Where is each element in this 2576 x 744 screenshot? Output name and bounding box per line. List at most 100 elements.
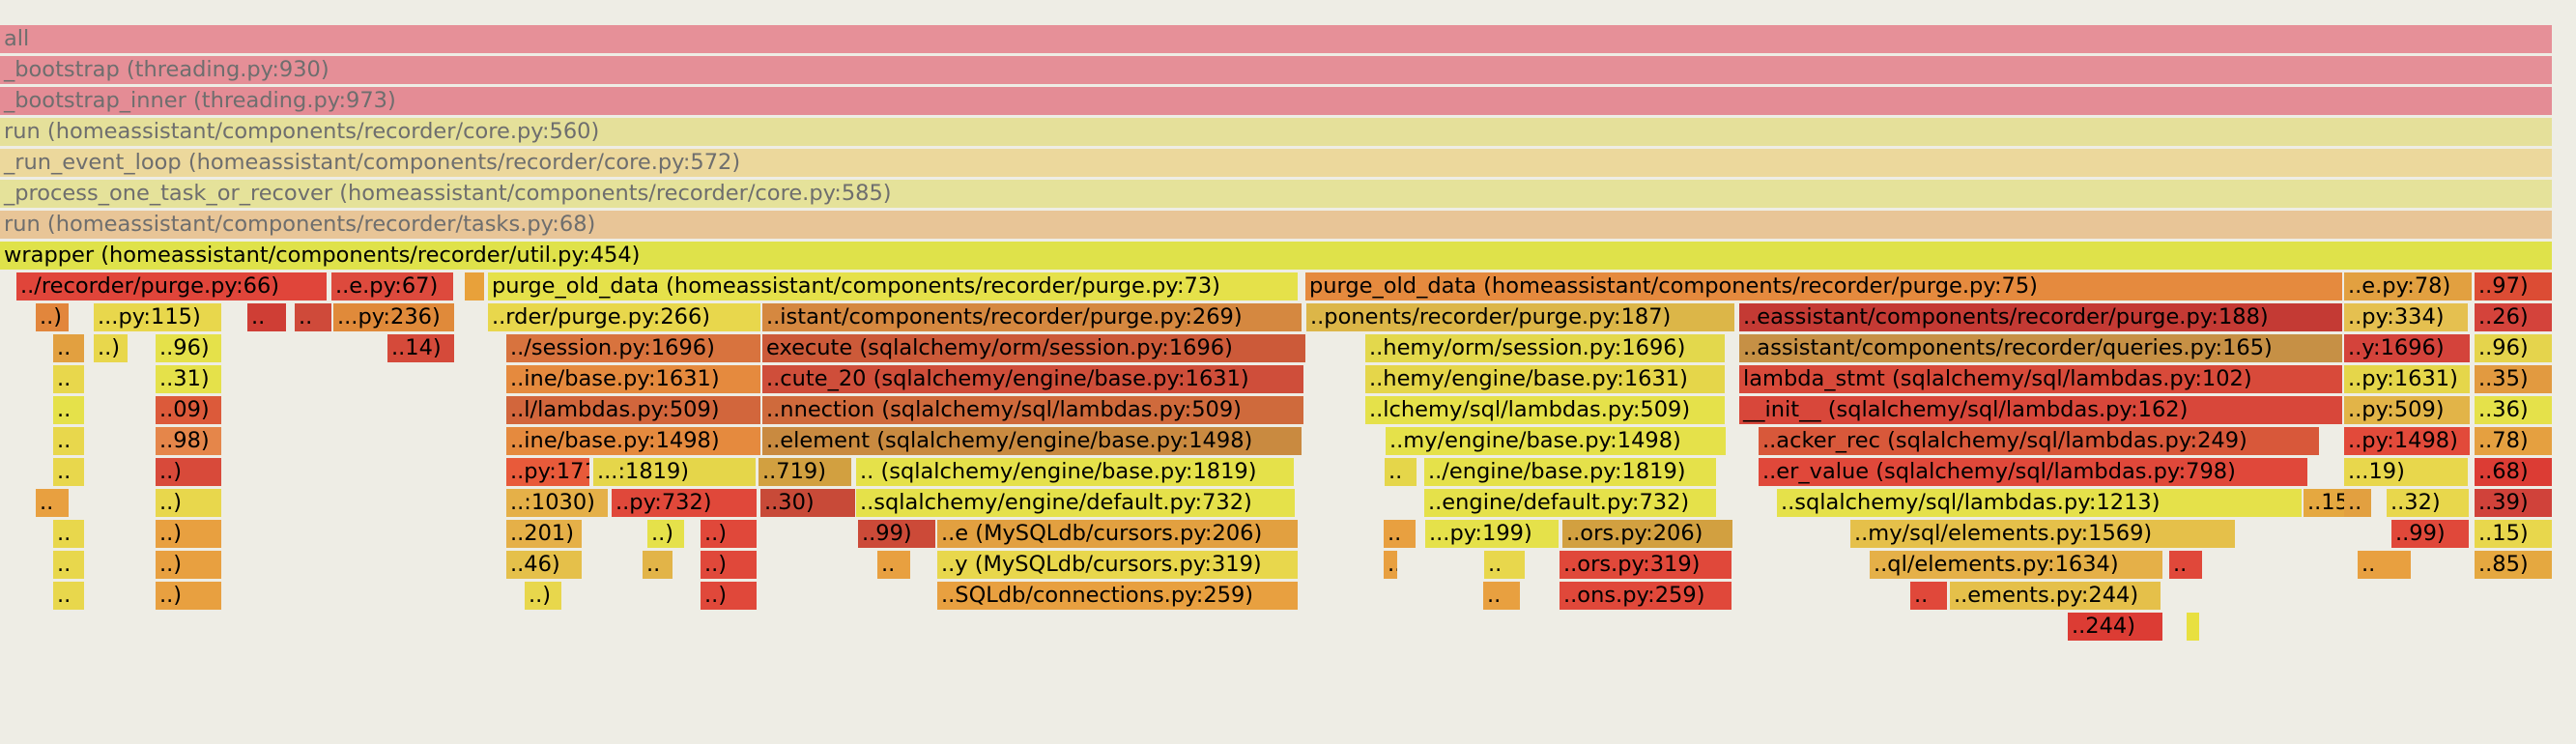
flame-frame-row8-5[interactable]: purge_old_data (homeassistant/components…: [1305, 272, 2344, 300]
flame-frame-row12-5[interactable]: ..lchemy/sql/lambdas.py:509): [1365, 396, 1727, 424]
flame-frame-row16-5[interactable]: ..): [701, 520, 758, 548]
flame-frame-row9-3[interactable]: ..: [247, 303, 288, 331]
flame-frame-row11-5[interactable]: ..hemy/engine/base.py:1631): [1365, 365, 1727, 393]
flame-frame-row17-13[interactable]: ..: [2358, 551, 2413, 579]
flame-frame-row15-2[interactable]: ..): [156, 489, 223, 517]
flame-frame-row10-5[interactable]: ../session.py:1696): [506, 334, 762, 362]
flame-frame-row12-4[interactable]: ..nnection (sqlalchemy/sql/lambdas.py:50…: [762, 396, 1305, 424]
flame-frame-row3-1[interactable]: run (homeassistant/components/recorder/c…: [0, 118, 2554, 146]
flame-frame-row16-3[interactable]: ..201): [506, 520, 584, 548]
flame-frame-row9-4[interactable]: ..: [295, 303, 333, 331]
flame-frame-row9-5[interactable]: ...py:236): [333, 303, 456, 331]
flame-frame-row12-7[interactable]: ..py:509): [2344, 396, 2472, 424]
flame-frame-row14-6[interactable]: .. (sqlalchemy/engine/base.py:1819): [856, 458, 1296, 486]
flame-frame-row16-13[interactable]: ..15): [2475, 520, 2554, 548]
flame-frame-row1-1[interactable]: _bootstrap (threading.py:930): [0, 56, 2554, 84]
flame-frame-row14-10[interactable]: ...19): [2344, 458, 2470, 486]
flame-frame-row8-4[interactable]: purge_old_data (homeassistant/components…: [488, 272, 1300, 300]
flame-frame-row16-7[interactable]: ..e (MySQLdb/cursors.py:206): [937, 520, 1300, 548]
flame-frame-row14-9[interactable]: ..er_value (sqlalchemy/sql/lambdas.py:79…: [1759, 458, 2309, 486]
flame-frame-row15-8[interactable]: ..sqlalchemy/sql/lambdas.py:1213): [1777, 489, 2304, 517]
flame-frame-row14-2[interactable]: ..): [156, 458, 223, 486]
flame-frame-row15-7[interactable]: ..engine/default.py:732): [1424, 489, 1718, 517]
flame-frame-row16-8[interactable]: ..: [1384, 520, 1417, 548]
flame-frame-row19-2[interactable]: [2187, 613, 2201, 641]
flame-frame-row13-1[interactable]: ..: [53, 427, 86, 455]
flame-frame-row13-5[interactable]: ..my/engine/base.py:1498): [1386, 427, 1728, 455]
flame-frame-row11-2[interactable]: ..31): [156, 365, 223, 393]
flame-frame-row15-5[interactable]: ..30): [760, 489, 857, 517]
flame-frame-row16-11[interactable]: ..my/sql/elements.py:1569): [1850, 520, 2237, 548]
flame-frame-row17-10[interactable]: ..ors.py:319): [1560, 551, 1733, 579]
flame-frame-row2-1[interactable]: _bootstrap_inner (threading.py:973): [0, 87, 2554, 115]
flame-frame-row12-2[interactable]: ..09): [156, 396, 223, 424]
flame-frame-row18-7[interactable]: ..ons.py:259): [1560, 582, 1733, 610]
flame-frame-row14-11[interactable]: ..68): [2475, 458, 2554, 486]
flame-frame-row0-1[interactable]: all: [0, 25, 2554, 53]
flame-frame-row10-9[interactable]: ..y:1696): [2344, 334, 2472, 362]
flame-frame-row17-9[interactable]: ..: [1484, 551, 1527, 579]
flame-frame-row17-2[interactable]: ..): [156, 551, 223, 579]
flame-frame-row10-3[interactable]: ..96): [156, 334, 223, 362]
flame-frame-row5-1[interactable]: _process_one_task_or_recover (homeassist…: [0, 180, 2554, 208]
flame-frame-row18-5[interactable]: ..SQLdb/connections.py:259): [937, 582, 1300, 610]
flame-frame-row17-8[interactable]: ..: [1384, 551, 1399, 579]
flame-frame-row10-2[interactable]: ..): [94, 334, 129, 362]
flame-frame-row15-11[interactable]: ..32): [2387, 489, 2471, 517]
flame-frame-row9-8[interactable]: ..ponents/recorder/purge.py:187): [1306, 303, 1736, 331]
flame-frame-row18-1[interactable]: ..: [53, 582, 86, 610]
flame-frame-row17-11[interactable]: ..ql/elements.py:1634): [1870, 551, 2164, 579]
flame-frame-row17-3[interactable]: ..46): [506, 551, 584, 579]
flame-frame-row15-10[interactable]: ..: [2344, 489, 2373, 517]
flame-frame-row9-2[interactable]: ...py:115): [94, 303, 223, 331]
flame-frame-row18-4[interactable]: ..): [701, 582, 758, 610]
flame-frame-row4-1[interactable]: _run_event_loop (homeassistant/component…: [0, 149, 2554, 177]
flame-frame-row16-10[interactable]: ..ors.py:206): [1562, 520, 1734, 548]
flame-frame-row10-7[interactable]: ..hemy/orm/session.py:1696): [1365, 334, 1727, 362]
flame-frame-row17-12[interactable]: ..: [2169, 551, 2204, 579]
flame-frame-row18-8[interactable]: ..: [1910, 582, 1949, 610]
flame-frame-row18-3[interactable]: ..): [525, 582, 563, 610]
flame-frame-row14-4[interactable]: ...:1819): [593, 458, 758, 486]
flame-frame-row9-11[interactable]: ..26): [2475, 303, 2554, 331]
flame-frame-row9-1[interactable]: ..): [36, 303, 71, 331]
flame-frame-row17-5[interactable]: ..): [701, 551, 758, 579]
flame-frame-row11-4[interactable]: ..cute_20 (sqlalchemy/engine/base.py:163…: [762, 365, 1305, 393]
flame-frame-row6-1[interactable]: run (homeassistant/components/recorder/t…: [0, 211, 2554, 239]
flame-frame-row8-7[interactable]: ..97): [2475, 272, 2554, 300]
flame-frame-row16-9[interactable]: ...py:199): [1425, 520, 1560, 548]
flame-frame-row8-2[interactable]: ..e.py:67): [331, 272, 455, 300]
flame-frame-row8-6[interactable]: ..e.py:78): [2344, 272, 2474, 300]
flame-frame-row13-6[interactable]: ..acker_rec (sqlalchemy/sql/lambdas.py:2…: [1759, 427, 2321, 455]
flame-frame-row11-8[interactable]: ..35): [2475, 365, 2554, 393]
flame-frame-row15-3[interactable]: ..:1030): [506, 489, 610, 517]
flame-frame-row9-10[interactable]: ..py:334): [2344, 303, 2470, 331]
flame-frame-row11-3[interactable]: ..ine/base.py:1631): [506, 365, 762, 393]
flame-frame-row14-8[interactable]: ../engine/base.py:1819): [1424, 458, 1718, 486]
flame-frame-row13-2[interactable]: ..98): [156, 427, 223, 455]
flame-frame-row10-8[interactable]: ..assistant/components/recorder/queries.…: [1739, 334, 2344, 362]
flame-frame-row17-4[interactable]: ..: [643, 551, 674, 579]
flame-frame-row16-12[interactable]: ..99): [2391, 520, 2471, 548]
flame-frame-row13-4[interactable]: ..element (sqlalchemy/engine/base.py:149…: [762, 427, 1303, 455]
flame-frame-row12-1[interactable]: ..: [53, 396, 86, 424]
flame-frame-row11-1[interactable]: ..: [53, 365, 86, 393]
flame-frame-row10-4[interactable]: ..14): [387, 334, 456, 362]
flame-frame-row18-6[interactable]: ..: [1483, 582, 1522, 610]
flame-frame-row13-8[interactable]: ..78): [2475, 427, 2554, 455]
flame-frame-row11-7[interactable]: ..py:1631): [2344, 365, 2472, 393]
flame-frame-row12-3[interactable]: ..l/lambdas.py:509): [506, 396, 762, 424]
flame-frame-row18-2[interactable]: ..): [156, 582, 223, 610]
flame-frame-row16-1[interactable]: ..: [53, 520, 86, 548]
flame-frame-row8-1[interactable]: ../recorder/purge.py:66): [16, 272, 329, 300]
flame-frame-row9-7[interactable]: ..istant/components/recorder/purge.py:26…: [762, 303, 1303, 331]
flame-frame-row9-6[interactable]: ..rder/purge.py:266): [488, 303, 762, 331]
flame-frame-row15-1[interactable]: ..: [36, 489, 71, 517]
flame-frame-row16-2[interactable]: ..): [156, 520, 223, 548]
flame-frame-row15-12[interactable]: ..39): [2475, 489, 2554, 517]
flame-frame-row14-7[interactable]: ..: [1385, 458, 1418, 486]
flame-frame-row15-4[interactable]: ..py:732): [612, 489, 758, 517]
flame-frame-row19-1[interactable]: ..244): [2068, 613, 2164, 641]
flame-frame-row17-14[interactable]: ..85): [2475, 551, 2554, 579]
flame-frame-row15-6[interactable]: ..sqlalchemy/engine/default.py:732): [856, 489, 1297, 517]
